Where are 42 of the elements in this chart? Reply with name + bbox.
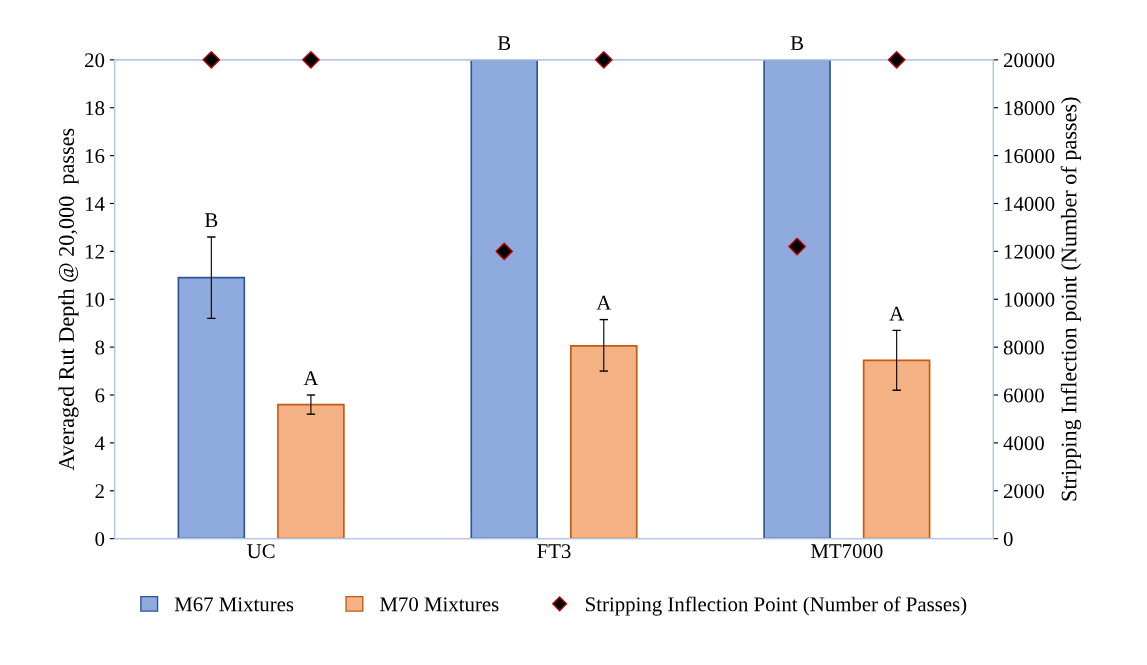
y-tick-label: 16	[85, 149, 105, 164]
legend-label: M70 Mixtures	[380, 597, 499, 612]
y-tick-label: 8	[95, 340, 105, 355]
y-tick-label: 6	[95, 388, 105, 403]
y2-tick-label: 16000	[1004, 148, 1055, 164]
annotation: A	[303, 371, 319, 386]
y2-tick-label: 8000	[1003, 340, 1044, 355]
y-tick-label: 10	[85, 292, 105, 307]
legend-label: Stripping Inflection Point (Number of Passes)	[586, 596, 967, 616]
y2-tick-label: 12000	[1004, 244, 1055, 259]
bar	[470, 59, 538, 539]
y-tick-label: 14	[85, 196, 105, 211]
y2-tick-label: 18000	[1004, 101, 1055, 116]
y2-tick-label: 0	[1003, 532, 1013, 547]
bar	[570, 345, 638, 539]
bar	[177, 276, 246, 539]
y-tick-label: 0	[95, 532, 105, 547]
y-tick-label: 2	[95, 484, 104, 498]
annotation: A	[596, 295, 612, 310]
x-tick-label: UC	[247, 544, 275, 559]
y2-tick-label: 2000	[1003, 484, 1044, 499]
bar	[862, 359, 931, 539]
x-tick-label: MT7000	[811, 544, 883, 559]
y-tick-label: 4	[94, 436, 105, 451]
annotation: A	[889, 306, 905, 321]
y2-tick-label: 20000	[1003, 53, 1055, 68]
bar	[763, 59, 831, 539]
y-tick-label: 20	[85, 53, 105, 68]
legend-label: M67 Mixtures	[174, 597, 294, 612]
text: B	[497, 36, 511, 50]
y2-tick-label: 14000	[1004, 196, 1055, 211]
y-tick-label: 18	[85, 101, 105, 116]
y2-tick-label: 10000	[1004, 292, 1055, 307]
y2-tick-label: 4000	[1003, 436, 1044, 451]
y-axis-title: Averaged Rut Depth @ 20,000 passes	[58, 128, 79, 471]
y2-tick-label: 6000	[1003, 388, 1044, 403]
x-tick-label: FT3	[537, 544, 571, 559]
bar	[277, 403, 345, 539]
y2-axis-title: Stripping Inflection point (Number of passes)	[1060, 97, 1082, 501]
text: B	[790, 36, 804, 50]
y-tick-label: 12	[85, 244, 104, 259]
annotation: B	[205, 213, 218, 228]
